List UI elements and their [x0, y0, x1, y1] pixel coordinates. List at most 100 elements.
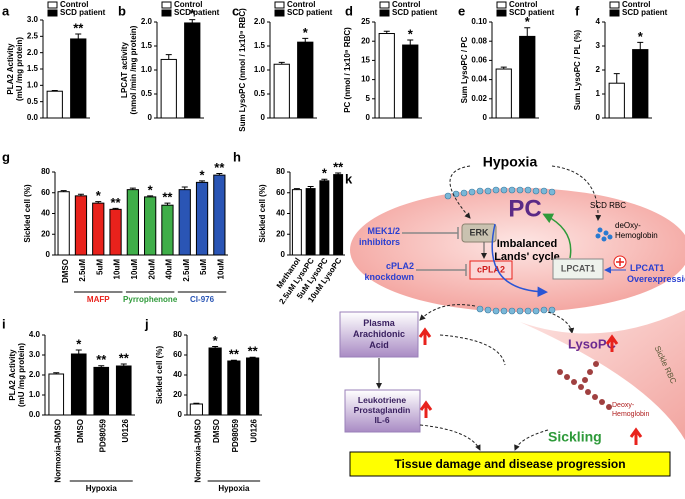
error-bar	[181, 186, 188, 190]
significance: *	[303, 25, 309, 40]
y-tick-label: 3	[596, 41, 601, 50]
significance: **	[73, 20, 84, 35]
bar	[213, 174, 226, 256]
y-tick-label: 20	[276, 229, 285, 238]
y-axis-label: LPCAT activity	[120, 42, 129, 98]
significance: **	[119, 350, 130, 365]
y-axis-label: (mU /mg protein)	[15, 37, 24, 101]
x-tick-label: 10uM	[113, 259, 122, 280]
legend-label: Control	[174, 0, 202, 9]
bar	[519, 35, 536, 119]
error-bar	[120, 363, 127, 366]
legend-swatch	[161, 9, 172, 17]
y-tick-label: 1.5	[254, 41, 266, 50]
legend-swatch	[496, 1, 507, 9]
y-tick-label: 15	[361, 56, 370, 65]
bar	[195, 181, 209, 256]
y-tick-label: 40	[41, 209, 50, 218]
y-tick-label: 20	[41, 229, 50, 238]
significance: **	[96, 352, 107, 367]
legend-label: Control	[60, 0, 88, 9]
bar	[184, 22, 201, 119]
bar	[227, 360, 241, 416]
error-bar	[321, 178, 328, 181]
significance: *	[76, 336, 82, 351]
bar	[246, 357, 260, 416]
arrow	[439, 334, 506, 366]
legend-swatch	[47, 1, 58, 9]
arrow	[551, 165, 602, 221]
stimulus: Hypoxia	[483, 154, 538, 170]
x-tick-label: DMSO	[76, 419, 85, 443]
bar	[93, 366, 110, 416]
text-line: Arachidonic	[353, 329, 405, 339]
bar	[208, 347, 222, 416]
x-tick-label: 40uM	[165, 259, 174, 280]
y-tick-label: 0.5	[27, 97, 39, 106]
y-tick-label: 2.0	[27, 48, 39, 57]
significance: **	[110, 195, 121, 210]
significance: **	[162, 190, 173, 205]
text-line: inhibitors	[359, 237, 400, 247]
legend-swatch	[274, 9, 285, 17]
y-axis-label: Sickled cell (%)	[155, 346, 164, 405]
arrow	[419, 304, 476, 321]
sickling: Sickling	[548, 429, 602, 445]
error-bar	[278, 61, 285, 65]
y-tick-label: 0.5	[141, 89, 153, 98]
x-tick-label: 5uM	[95, 259, 104, 275]
deoxy-label: deOxy-Hemoglobin	[615, 221, 658, 240]
error-bar	[95, 201, 102, 204]
legend-label: SCD patient	[60, 8, 106, 17]
arrow	[419, 424, 481, 451]
error-bar	[216, 173, 223, 176]
error-bar	[302, 37, 309, 43]
enzyme1: cPLA2	[477, 264, 505, 274]
error-bar	[51, 90, 58, 92]
enzyme2-box	[552, 258, 604, 280]
x-tick-label: 2.5uM	[78, 259, 87, 282]
error-bar	[212, 346, 219, 348]
kinase: ERK	[469, 227, 489, 237]
y-tick-label: 40	[173, 370, 182, 379]
up-arrow	[419, 400, 433, 418]
y-tick-label: 80	[41, 167, 50, 176]
y-tick-label: 60	[41, 188, 50, 197]
x-tick-label: 2.5uM	[182, 259, 191, 282]
x-tick-label: 20uM	[147, 259, 156, 280]
deoxy2: Deoxy- Hemoglobin	[612, 402, 649, 418]
y-tick-label: 4	[596, 17, 601, 26]
legend-swatch	[274, 1, 285, 9]
text-line: deOxy-	[615, 221, 641, 230]
bar	[273, 63, 290, 119]
significance: *	[213, 333, 219, 348]
y-tick-label: 1.5	[141, 41, 153, 50]
up-arrow	[605, 334, 619, 352]
error-bar	[75, 33, 82, 39]
legend-label: SCD patient	[509, 8, 555, 17]
x-tick-label: U0126	[250, 418, 259, 442]
y-tick-label: 0.04	[471, 75, 487, 84]
legend-label: SCD patient	[392, 8, 438, 17]
error-bar	[637, 41, 644, 50]
significance: *	[96, 188, 102, 203]
y-axis-label: (mU /mg protein)	[17, 343, 26, 407]
y-tick-label: 1.0	[254, 65, 266, 74]
error-bar	[164, 202, 171, 206]
y-tick-label: 0.08	[471, 36, 487, 45]
bar	[48, 373, 65, 416]
bar	[632, 49, 649, 119]
y-tick-label: 0	[261, 113, 266, 122]
error-bar	[77, 193, 84, 196]
bar	[126, 189, 139, 256]
error-bar	[407, 39, 414, 46]
significance: **	[229, 347, 240, 362]
panel-letter: j	[144, 316, 149, 331]
y-tick-label: 3.0	[27, 15, 39, 24]
y-tick-label: 10	[361, 75, 370, 84]
y-tick-label: 25	[361, 17, 370, 26]
text-line: Imbalanced	[497, 238, 558, 250]
panel-letter: k	[345, 171, 353, 186]
bar	[333, 174, 344, 256]
bar	[608, 82, 625, 119]
